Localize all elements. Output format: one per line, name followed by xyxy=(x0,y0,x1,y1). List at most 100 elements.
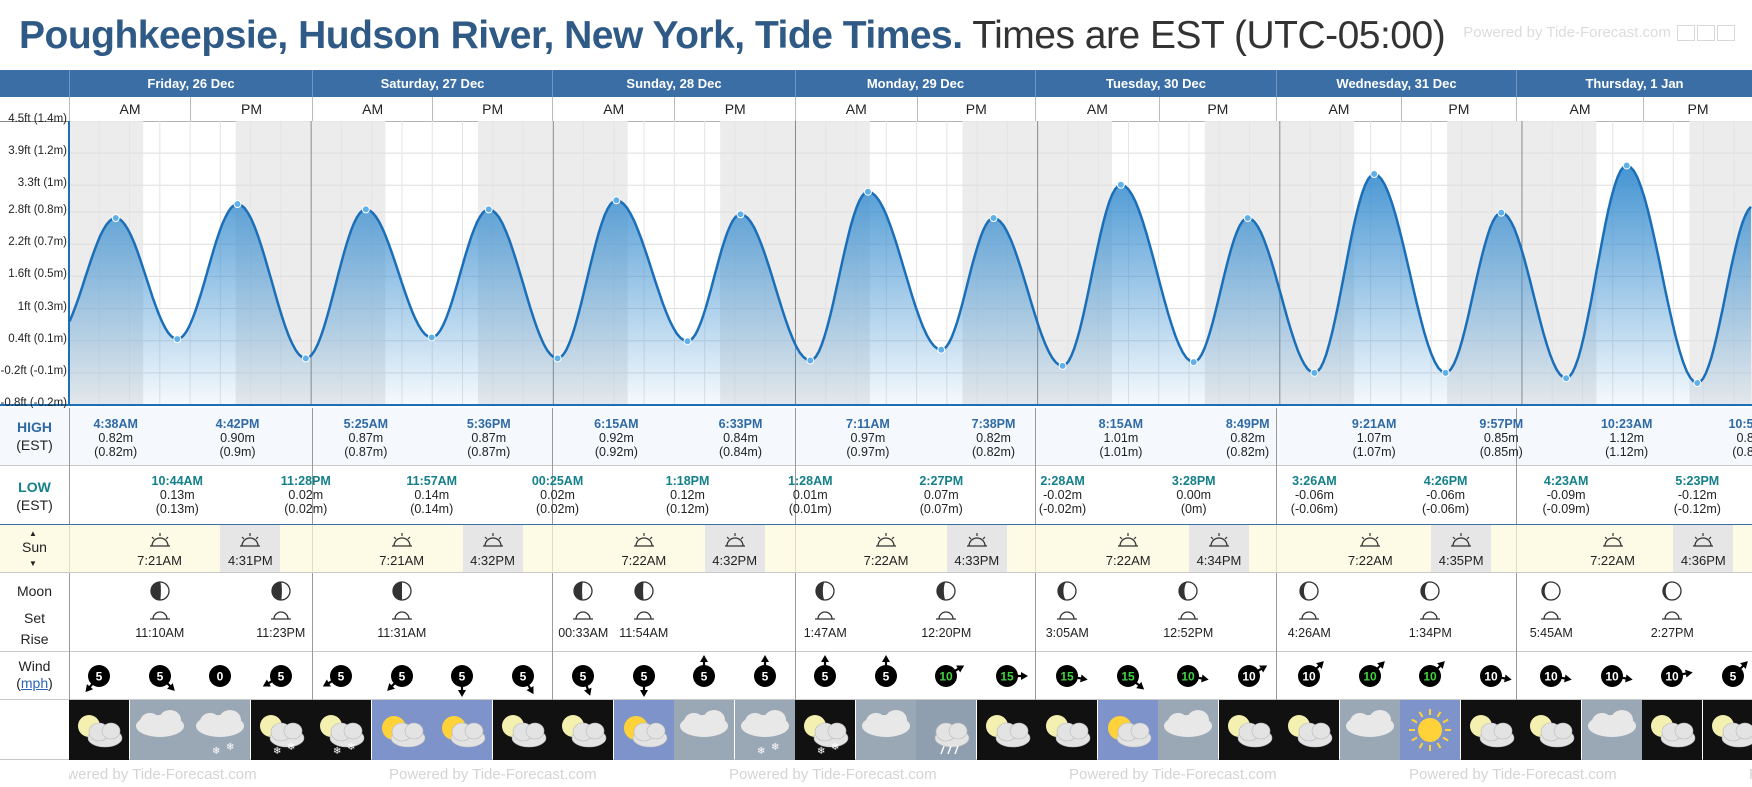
day-label: Saturday, 27 Dec xyxy=(312,70,552,97)
widget-icon[interactable] xyxy=(1697,25,1715,42)
wind-speed: 5 xyxy=(701,670,708,684)
sunset-time: 4:32PM xyxy=(470,553,515,568)
wind-speed: 5 xyxy=(640,670,647,684)
tide-point xyxy=(111,213,120,222)
wind-direction-icon: 10 xyxy=(1540,665,1572,687)
day-divider xyxy=(1276,652,1277,700)
wind-unit-link[interactable]: mph xyxy=(20,675,49,691)
weather-cell xyxy=(1642,700,1702,760)
moon-phase-icon xyxy=(1178,581,1198,601)
tide-point xyxy=(612,196,621,205)
weather-night-cloudy-icon xyxy=(1642,700,1702,760)
moon-phase-icon xyxy=(1662,581,1682,601)
wind-direction-icon: 10 xyxy=(935,665,965,687)
day-divider xyxy=(1035,408,1036,466)
low-tide-entry: 5:23PM -0.12m (-0.12m) xyxy=(1657,474,1737,516)
day-divider xyxy=(312,525,313,573)
wind-speed: 10 xyxy=(1363,670,1377,684)
high-tide-time: 4:38AM xyxy=(93,417,138,431)
sun-sort-icon[interactable]: ▼ xyxy=(29,559,37,568)
sun-sort-icon[interactable]: ▲ xyxy=(29,529,37,538)
moon-set-icon xyxy=(1178,611,1199,620)
svg-text:❄: ❄ xyxy=(817,746,825,757)
weather-cell xyxy=(1400,700,1460,760)
high-tide-height: 0.89m xyxy=(1736,431,1752,445)
low-tide-height-alt: (0.07m) xyxy=(919,502,963,516)
high-tide-entry: 9:57PM 0.85m (0.85m) xyxy=(1461,417,1541,459)
low-tide-time: 11:57AM xyxy=(406,474,458,488)
wind-cell: 15 xyxy=(977,652,1037,700)
day-divider xyxy=(312,466,313,525)
weather-night-cloudy-icon xyxy=(1460,700,1521,760)
weather-cell xyxy=(613,700,674,760)
low-tide-entry: 4:23AM -0.09m (-0.09m) xyxy=(1526,474,1606,516)
low-tide-height: -0.06m xyxy=(1426,488,1466,502)
weather-cell xyxy=(1097,700,1158,760)
moon-phase-icon xyxy=(392,581,412,601)
low-tide-height: -0.02m xyxy=(1043,488,1082,502)
tide-point xyxy=(361,205,370,214)
high-tide-entry: 6:15AM 0.92m (0.92m) xyxy=(576,417,656,459)
moon-entry: 5:45AM xyxy=(1516,580,1586,640)
sunrise-time: 7:22AM xyxy=(1347,553,1393,568)
weather-night-cloudy-icon xyxy=(1218,700,1279,760)
low-tide-height: 0.00m xyxy=(1176,488,1212,502)
pm-label: PM xyxy=(916,97,1035,121)
svg-text:❄: ❄ xyxy=(347,742,355,753)
high-tide-height: 1.07m xyxy=(1356,431,1392,445)
tide-point xyxy=(301,354,310,363)
y-tick-label: 4.5ft (1.4m) xyxy=(8,113,67,125)
day-divider xyxy=(69,408,70,466)
high-tide-time: 10:23AM xyxy=(1600,417,1653,431)
weather-sunny-cloudy-day-icon xyxy=(613,700,674,760)
sunrise-time: 7:22AM xyxy=(621,553,667,568)
moon-entry: 3:05AM xyxy=(1032,580,1102,640)
powered-by-top[interactable]: Powered by Tide-Forecast.com xyxy=(1463,24,1735,42)
page-title: Poughkeepsie, Hudson River, New York, Ti… xyxy=(19,10,1446,62)
day-divider xyxy=(1516,408,1517,466)
wind-cell: 10 xyxy=(1400,652,1460,700)
sunrise-cell: 7:21AM xyxy=(372,525,432,572)
high-tide-height: 0.84m xyxy=(723,431,758,445)
weather-cell xyxy=(553,700,613,760)
high-tide-height-alt: (0.82m) xyxy=(971,445,1016,459)
sunrise-icon xyxy=(1118,533,1139,547)
share-icon[interactable] xyxy=(1677,25,1695,42)
wind-direction-icon: 15 xyxy=(995,665,1028,687)
low-tide-height-alt: (0.14m) xyxy=(410,502,454,516)
high-tide-height-alt: (1.12m) xyxy=(1605,445,1649,459)
pm-label: PM xyxy=(1643,97,1752,121)
moon-time: 3:05AM xyxy=(1045,626,1089,640)
day-divider xyxy=(1276,466,1277,525)
low-tide-height-alt: (0.12m) xyxy=(665,502,710,516)
moon-set-icon xyxy=(1420,611,1441,620)
weather-cell xyxy=(855,700,916,760)
sunrise-icon xyxy=(1602,533,1623,547)
low-tide-height: -0.12m xyxy=(1677,488,1717,502)
svg-text:❄: ❄ xyxy=(757,746,765,757)
embed-icon[interactable] xyxy=(1717,25,1735,42)
wind-speed: 10 xyxy=(1424,670,1438,684)
sunset-icon xyxy=(240,533,261,547)
sunrise-cell: 7:22AM xyxy=(614,525,674,572)
title-timezone: Times are EST (UTC-05:00) xyxy=(972,14,1446,57)
high-tide-time: 6:33PM xyxy=(718,417,763,431)
low-tide-height-alt: (0.02m) xyxy=(536,502,580,516)
high-tide-entry: 8:49PM 0.82m (0.82m) xyxy=(1208,417,1288,459)
sun-row: Sun ▲ ▼ 7:21AM 4:31PM 7:21AM 4:32PM 7:22AM 4:32P… xyxy=(0,525,1752,573)
high-tide-entry: 8:15AM 1.01m (1.01m) xyxy=(1081,417,1161,459)
am-label: AM xyxy=(69,97,190,121)
sunrise-icon xyxy=(633,533,654,547)
weather-night-cloudy-icon xyxy=(1279,700,1339,760)
sun-label[interactable]: Sun xyxy=(22,539,47,555)
day-divider xyxy=(1516,466,1517,525)
day-header-row: Friday, 26 Dec Saturday, 27 Dec Sunday, 28… xyxy=(0,70,1752,97)
moon-time: 2:27PM xyxy=(1650,626,1694,640)
tide-point xyxy=(1693,379,1702,388)
y-tick-label: 1.6ft (0.5m) xyxy=(8,268,67,281)
day-label: Friday, 26 Dec xyxy=(69,70,312,97)
day-divider xyxy=(795,573,796,652)
pm-label: PM xyxy=(674,97,795,121)
sunset-cell: 4:34PM xyxy=(1188,525,1249,572)
weather-night-cloudy-icon xyxy=(553,700,613,760)
